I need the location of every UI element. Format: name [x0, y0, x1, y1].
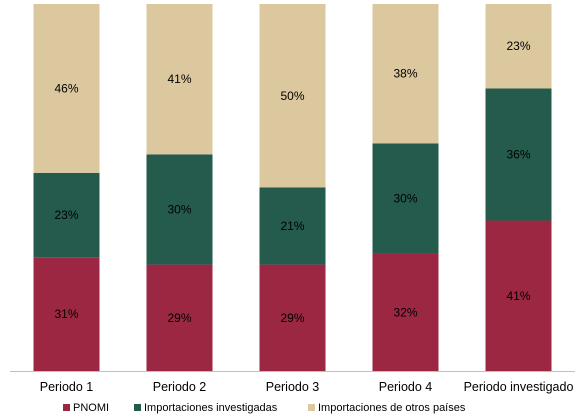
data-label-pnomi-periodo-1: 31%: [54, 307, 78, 321]
x-tick-labels-group: Periodo 1 Periodo 2 Periodo 3 Periodo 4 Peri…: [40, 380, 574, 394]
data-labels-group: 31% 23% 46% 29% 30% 41% 29% 21% 50% 32% 30% 38% 41% 3…: [54, 39, 530, 325]
x-tick-label-periodo-3: Periodo 3: [266, 380, 320, 394]
data-label-importaciones-investigadas-periodo-4: 30%: [393, 192, 417, 206]
legend-label-importaciones-de-otros-paises: Importaciones de otros países: [318, 402, 466, 414]
legend-label-importaciones-investigadas: Importaciones investigadas: [144, 402, 278, 414]
legend-label-pnomi: PNOMI: [73, 402, 109, 414]
x-tick-label-periodo-1: Periodo 1: [40, 380, 94, 394]
bar-pnomi-periodo-3: [259, 264, 326, 371]
bar-pnomi-periodo-4: [372, 253, 439, 371]
bar-importaciones-de-otros-paises-periodo-2: [146, 4, 213, 155]
bar-importaciones-investigadas-periodo-1: [33, 172, 100, 258]
data-label-pnomi-periodo-2: 29%: [167, 311, 191, 325]
data-label-importaciones-investigadas-periodo-3: 21%: [280, 219, 304, 233]
bar-pnomi-periodo-investigado: [485, 220, 552, 371]
bar-importaciones-de-otros-paises-periodo-4: [372, 4, 439, 144]
data-label-pnomi-periodo-investigado: 41%: [506, 289, 530, 303]
bar-importaciones-investigadas-periodo-3: [259, 187, 326, 265]
data-label-importaciones-investigadas-periodo-investigado: 36%: [506, 147, 530, 161]
data-label-pnomi-periodo-4: 32%: [393, 305, 417, 319]
bar-importaciones-investigadas-periodo-2: [146, 154, 213, 265]
bar-importaciones-de-otros-paises-periodo-1: [33, 4, 100, 173]
data-label-importaciones-de-otros-paises-periodo-2: 41%: [167, 72, 191, 86]
legend-swatch-pnomi: [63, 404, 70, 411]
legend-swatch-importaciones-investigadas: [134, 404, 141, 411]
data-label-importaciones-de-otros-paises-periodo-3: 50%: [280, 89, 304, 103]
x-tick-label-periodo-4: Periodo 4: [379, 380, 433, 394]
bars-group: [33, 4, 552, 371]
data-label-importaciones-investigadas-periodo-1: 23%: [54, 208, 78, 222]
bar-importaciones-investigadas-periodo-4: [372, 143, 439, 254]
x-tick-label-periodo-investigado: Periodo investigado: [464, 380, 574, 394]
bar-pnomi-periodo-1: [33, 257, 100, 371]
x-tick-label-periodo-2: Periodo 2: [153, 380, 207, 394]
bar-importaciones-de-otros-paises-periodo-3: [259, 4, 326, 188]
bar-pnomi-periodo-2: [146, 264, 213, 371]
bar-importaciones-de-otros-paises-periodo-investigado: [485, 4, 552, 89]
bar-importaciones-investigadas-periodo-investigado: [485, 88, 552, 221]
legend: PNOMI Importaciones investigadas Importaci…: [63, 402, 466, 414]
data-label-pnomi-periodo-3: 29%: [280, 311, 304, 325]
data-label-importaciones-de-otros-paises-periodo-1: 46%: [54, 81, 78, 95]
legend-swatch-importaciones-de-otros-paises: [308, 404, 315, 411]
data-label-importaciones-de-otros-paises-periodo-4: 38%: [393, 67, 417, 81]
data-label-importaciones-de-otros-paises-periodo-investigado: 23%: [506, 39, 530, 53]
data-label-importaciones-investigadas-periodo-2: 30%: [167, 203, 191, 217]
